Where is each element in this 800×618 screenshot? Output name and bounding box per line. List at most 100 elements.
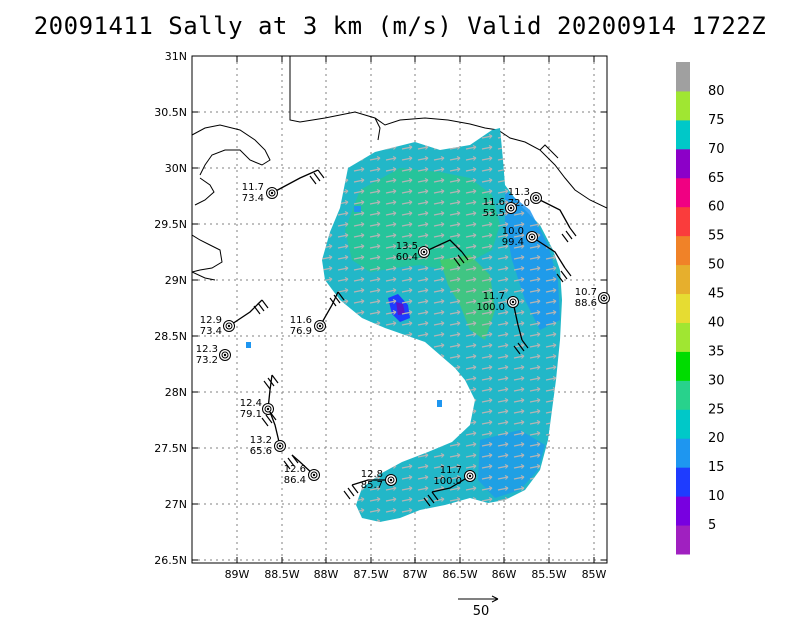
station-marker-inner [528, 233, 536, 241]
station-marker-inner [509, 298, 517, 306]
station-marker-dot [227, 324, 231, 328]
lon-label: 87W [403, 568, 428, 581]
colorbar-segment [676, 264, 690, 295]
barb-feather [283, 460, 291, 470]
colorbar-segment [676, 409, 690, 439]
station-marker-inner [532, 194, 540, 202]
station-marker-dot [266, 407, 270, 411]
station-bottom-value: 60.4 [396, 252, 418, 263]
station: 12.373.2 [196, 344, 231, 366]
station-top-value: 13.2 [250, 435, 272, 446]
station-marker-inner [264, 405, 272, 413]
barb-feather [556, 273, 564, 283]
station-bottom-value: 85.7 [361, 480, 383, 491]
station-top-value: 12.4 [240, 398, 262, 409]
colorbar-label: 25 [708, 402, 725, 417]
barb-feather [351, 484, 359, 494]
lon-label: 85.5W [531, 568, 566, 581]
barb-feather [269, 411, 277, 421]
barb-feather [263, 380, 271, 390]
lat-label: 29N [165, 274, 187, 287]
reference-arrowhead [491, 595, 499, 603]
lat-label: 31N [165, 50, 187, 63]
station-top-value: 13.5 [396, 241, 418, 252]
barb-feather [521, 339, 529, 349]
station-marker-dot [602, 296, 606, 300]
reference-vector-label: 50 [473, 604, 490, 618]
station-marker-dot [422, 250, 426, 254]
barb-feather [261, 299, 269, 309]
station-marker-dot [223, 353, 227, 357]
barb-feather [461, 251, 469, 261]
wind-barb [423, 239, 463, 253]
colorbar-label: 30 [708, 373, 725, 388]
barb-feather [317, 169, 325, 179]
station-top-value: 11.7 [483, 291, 505, 302]
barb-feather [457, 254, 465, 264]
colorbar-label: 20 [708, 431, 725, 446]
barb-feather [337, 291, 345, 301]
lat-label: 28.5N [154, 330, 187, 343]
station: 11.676.9 [290, 291, 345, 337]
wind-barb [271, 169, 319, 194]
station-marker-dot [318, 324, 322, 328]
barb-feather [347, 487, 355, 497]
barb-feather [560, 270, 568, 280]
colorbar-segment [676, 467, 690, 497]
barb-feather [253, 305, 261, 315]
barb-feather [564, 267, 572, 277]
axis-ticks: 31N 30.5N 30N 29.5N 29N 28.5N 28N 27.5N 27N 26.5N… [154, 50, 607, 581]
colorbar-label: 45 [708, 287, 725, 302]
station: 12.885.7 [343, 469, 397, 500]
barb-feather [517, 342, 525, 352]
barb-feather [453, 257, 461, 267]
colorbar-label: 50 [708, 258, 725, 273]
station-top-value: 12.3 [196, 344, 218, 355]
wind-barb [531, 236, 566, 269]
station-marker-inner [276, 442, 284, 450]
station-marker-dot [312, 473, 316, 477]
station-top-value: 11.6 [483, 197, 505, 208]
station: 13.265.6 [250, 411, 286, 457]
colorbar-segment [676, 322, 690, 352]
station: 12.479.1 [240, 374, 279, 420]
colorbar-label: 40 [708, 315, 725, 330]
lat-label: 26.5N [154, 554, 187, 567]
lon-label: 89W [225, 568, 250, 581]
station-bottom-value: 73.2 [196, 355, 218, 366]
wind-barb [291, 454, 315, 476]
station-marker-dot [468, 474, 472, 478]
station-marker-inner [310, 471, 318, 479]
station-marker-dot [509, 206, 513, 210]
colorbar-label: 60 [708, 200, 725, 215]
station: 10.099.4 [502, 226, 572, 283]
colorbar-label: 5 [708, 518, 716, 533]
station-top-value: 12.8 [361, 469, 383, 480]
barb-feather [271, 374, 279, 384]
station: 11.773.4 [242, 169, 325, 204]
lon-label: 86.5W [442, 568, 477, 581]
lat-label: 30.5N [154, 106, 187, 119]
station-marker-inner [600, 294, 608, 302]
station-bottom-value: 86.4 [284, 475, 306, 486]
station-marker-dot [278, 444, 282, 448]
barb-feather [569, 227, 577, 237]
colorbar-label: 75 [708, 113, 725, 128]
station-top-value: 12.9 [200, 315, 222, 326]
wind-barb [512, 301, 523, 341]
colorbar-label: 55 [708, 229, 725, 244]
station-bottom-value: 99.4 [502, 237, 524, 248]
station: 10.788.6 [575, 287, 610, 309]
colorbar-segment [676, 351, 690, 381]
wind-barb [351, 479, 391, 486]
speck [437, 400, 442, 407]
barb-feather [313, 172, 321, 182]
station-marker-inner [507, 204, 515, 212]
barb-feather [287, 457, 295, 467]
barb-feather [257, 302, 265, 312]
barb-feather [431, 491, 439, 501]
colorbar-segment [676, 148, 690, 179]
colorbar-label: 80 [708, 84, 725, 99]
station-marker-inner [221, 351, 229, 359]
